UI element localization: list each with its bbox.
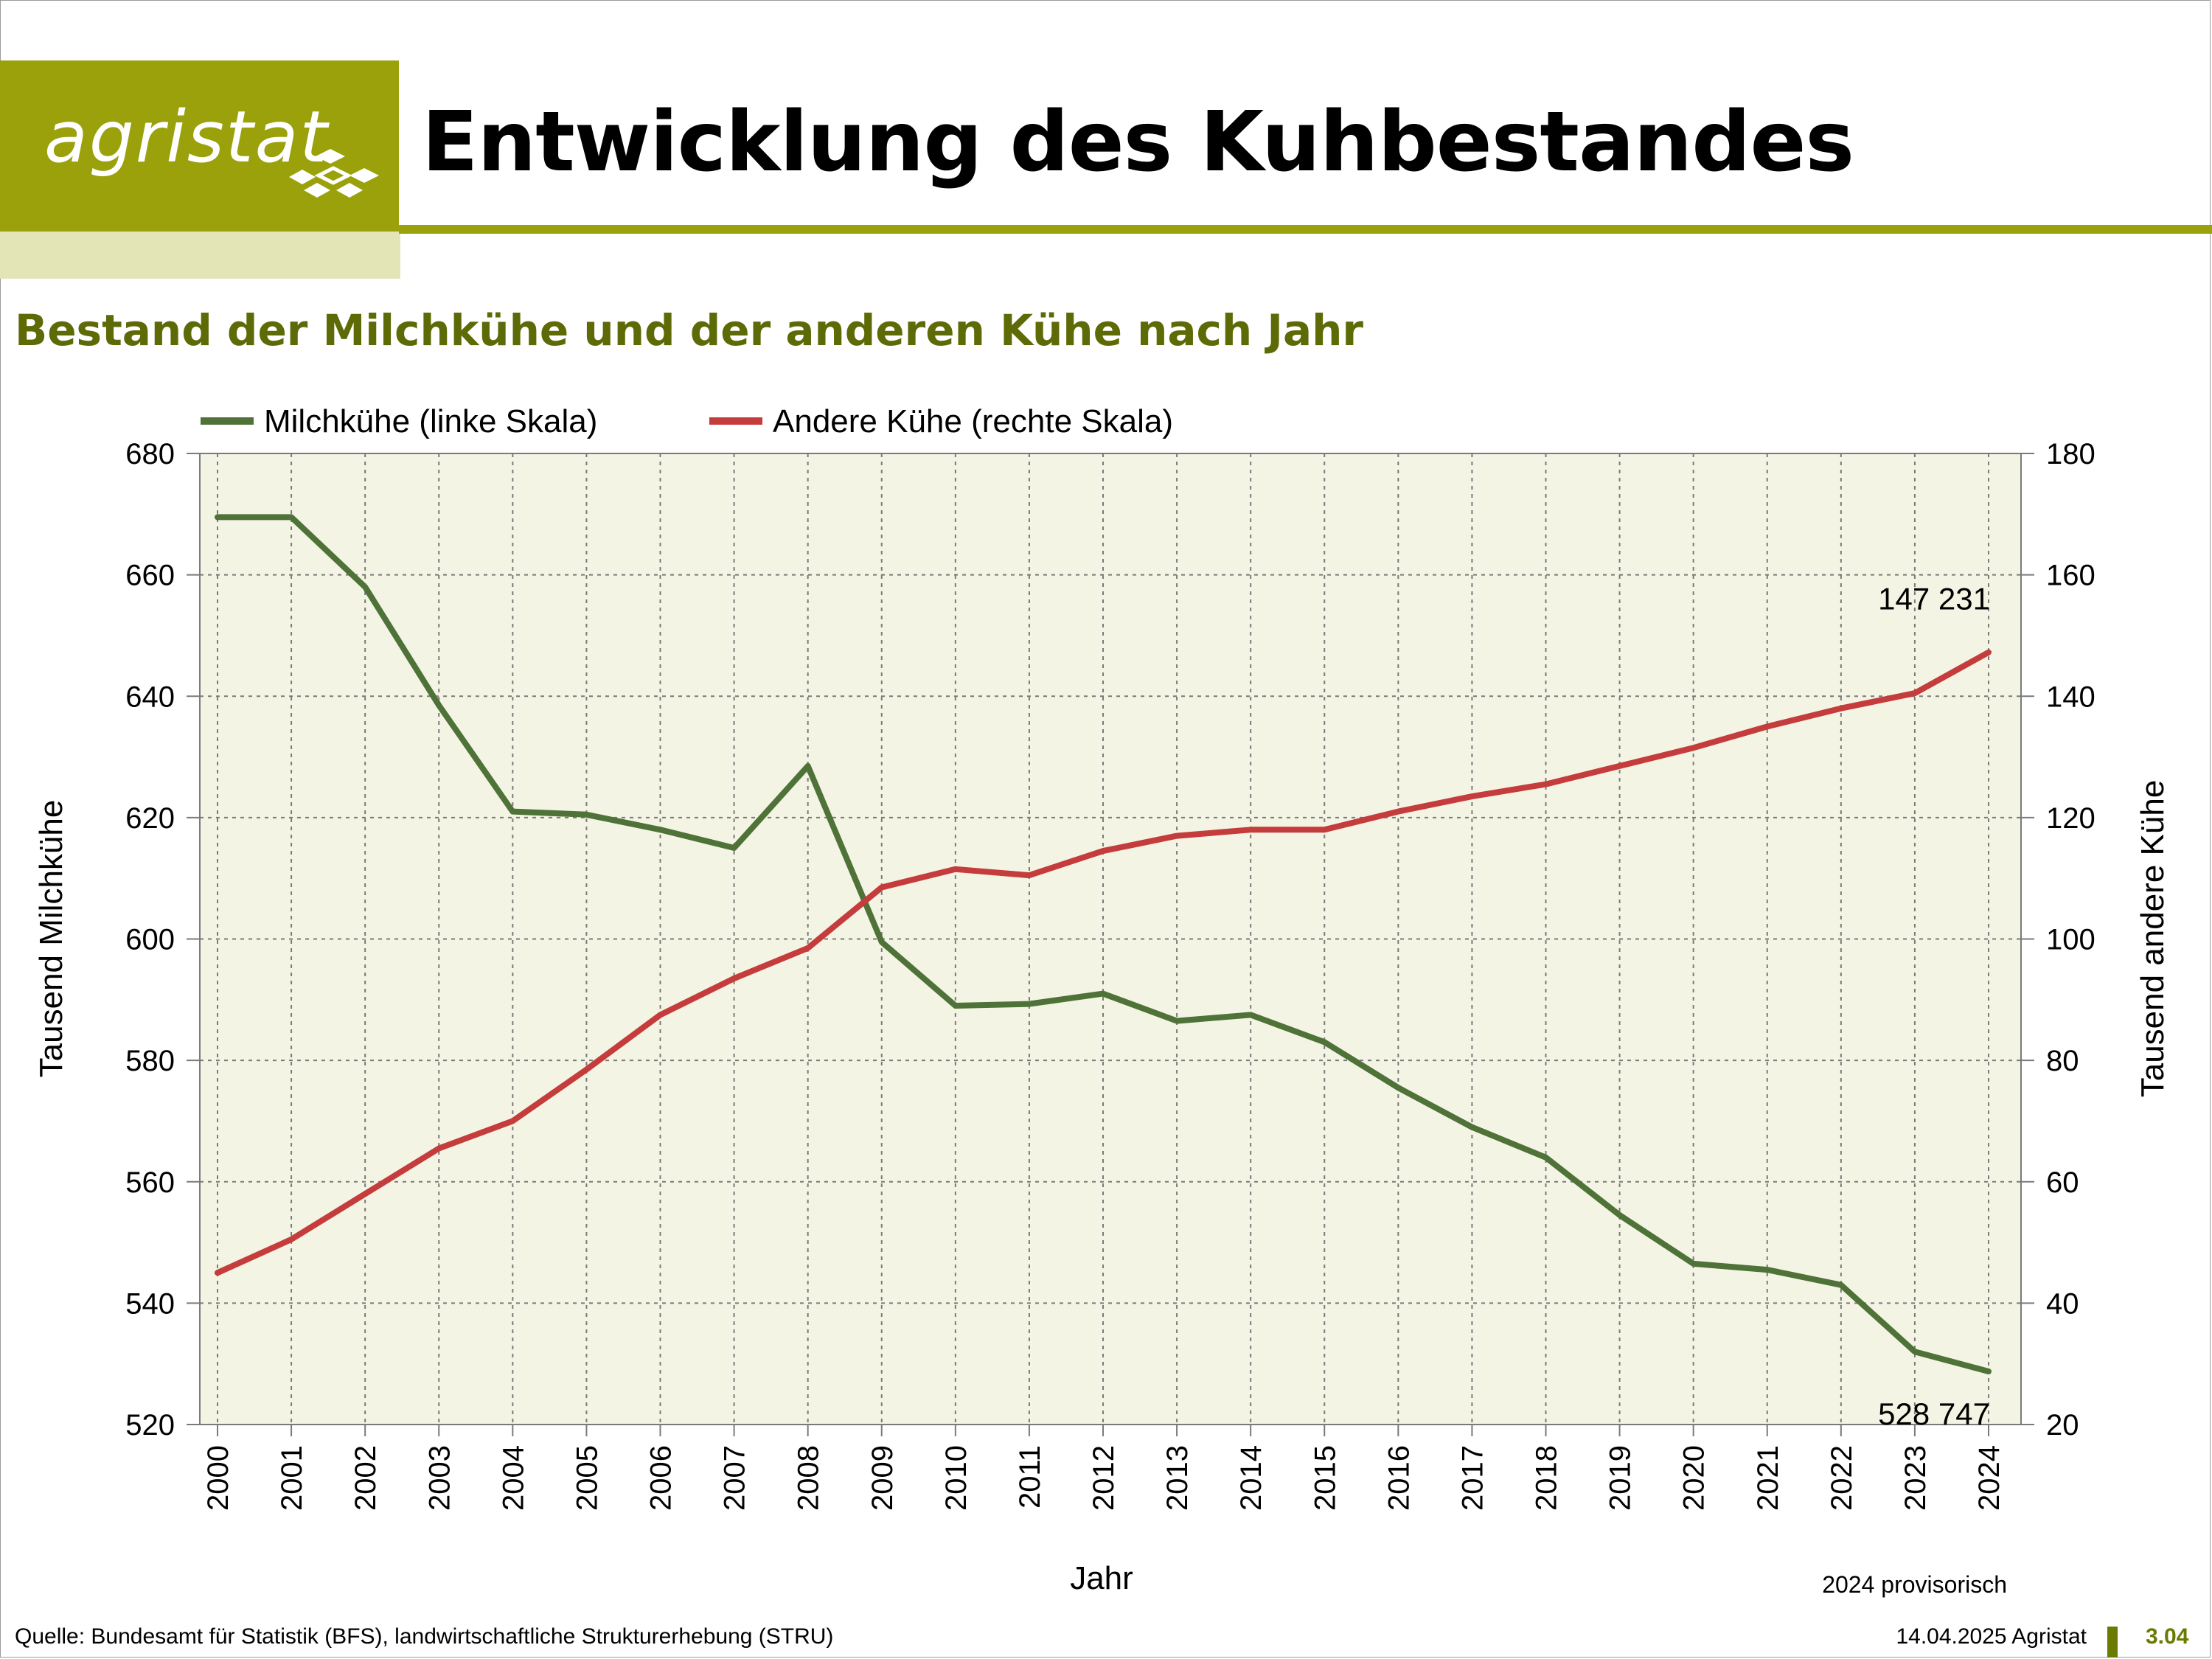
- y-tick-label-left: 600: [125, 924, 175, 956]
- x-tick-label: 2009: [866, 1445, 899, 1511]
- y-axis-title-left: Tausend Milchkühe: [33, 800, 69, 1078]
- x-tick-label: 2007: [719, 1445, 751, 1511]
- logo-band: [0, 232, 400, 279]
- page-title: Entwicklung des Kuhbestandes: [422, 94, 1854, 190]
- x-tick-label: 2010: [940, 1445, 973, 1511]
- x-tick-label: 2002: [349, 1445, 382, 1511]
- x-tick-label: 2008: [793, 1445, 825, 1511]
- x-tick-label: 2015: [1309, 1445, 1341, 1511]
- x-tick-label: 2001: [276, 1445, 308, 1511]
- footer-accent-bar: [2107, 1627, 2118, 1658]
- x-tick-label: 2023: [1899, 1445, 1932, 1511]
- x-tick-label: 2006: [645, 1445, 678, 1511]
- y-tick-label-left: 640: [125, 681, 175, 713]
- x-tick-label: 2004: [497, 1445, 529, 1511]
- x-tick-label: 2011: [1014, 1445, 1046, 1509]
- x-tick-label: 2024: [1973, 1445, 2006, 1511]
- y-axis-title-right: Tausend andere Kühe: [2135, 780, 2171, 1098]
- x-tick-label: 2000: [202, 1445, 234, 1511]
- x-tick-label: 2017: [1456, 1445, 1489, 1511]
- y-tick-label-right: 100: [2046, 924, 2096, 956]
- x-tick-label: 2003: [423, 1445, 456, 1511]
- data-label: 147 231: [1878, 582, 1990, 616]
- y-tick-label-right: 140: [2046, 681, 2096, 713]
- y-tick-label-right: 60: [2046, 1166, 2079, 1199]
- provisional-note: 2024 provisorisch: [1822, 1571, 2007, 1598]
- logo-block: [0, 60, 399, 232]
- x-tick-label: 2013: [1161, 1445, 1194, 1511]
- y-tick-label-left: 540: [125, 1287, 175, 1320]
- x-tick-label: 2016: [1382, 1445, 1415, 1511]
- y-tick-label-left: 660: [125, 560, 175, 592]
- title-rule: [399, 225, 2212, 234]
- x-tick-label: 2018: [1531, 1445, 1563, 1511]
- x-tick-label: 2020: [1678, 1445, 1711, 1511]
- line-chart: 520 540 560 580 600 620 640 660 680 20 40 60 80 100 12…: [33, 403, 2171, 1598]
- x-tick-label: 2021: [1752, 1445, 1784, 1511]
- legend-label-milchkuehe: Milchkühe (linke Skala): [264, 403, 597, 439]
- x-tick-label: 2022: [1826, 1445, 1858, 1511]
- y-tick-label-right: 160: [2046, 560, 2096, 592]
- source-note: Quelle: Bundesamt für Statistik (BFS), l…: [15, 1624, 834, 1649]
- x-tick-label: 2019: [1604, 1445, 1637, 1511]
- legend-label-andere-kuehe: Andere Kühe (rechte Skala): [773, 403, 1173, 439]
- x-axis-title: Jahr: [1070, 1560, 1133, 1596]
- y-tick-label-right: 80: [2046, 1045, 2079, 1077]
- y-tick-label-left: 560: [125, 1166, 175, 1199]
- data-label: 528 747: [1878, 1397, 1990, 1431]
- y-tick-label-left: 520: [125, 1409, 175, 1441]
- x-tick-label: 2014: [1235, 1445, 1267, 1511]
- series-line-andere-kuehe: [215, 649, 1992, 1276]
- y-tick-label-right: 180: [2046, 438, 2096, 470]
- x-tick-label: 2005: [571, 1445, 603, 1511]
- chart-subtitle: Bestand der Milchkühe und der anderen Kü…: [15, 305, 1364, 355]
- logo-text: agristat: [44, 96, 330, 178]
- logo-diamond-icon: [289, 149, 379, 198]
- y-tick-label-left: 580: [125, 1045, 175, 1077]
- y-tick-label-left: 620: [125, 802, 175, 835]
- footer-date: 14.04.2025 Agristat: [1896, 1624, 2087, 1649]
- y-tick-label-right: 120: [2046, 802, 2096, 835]
- series-line-milchkuehe: [215, 514, 1992, 1374]
- y-tick-label-right: 40: [2046, 1287, 2079, 1320]
- x-tick-label: 2012: [1088, 1445, 1120, 1511]
- page-number: 3.04: [2146, 1624, 2189, 1649]
- y-tick-label-left: 680: [125, 438, 175, 470]
- y-tick-label-right: 20: [2046, 1409, 2079, 1441]
